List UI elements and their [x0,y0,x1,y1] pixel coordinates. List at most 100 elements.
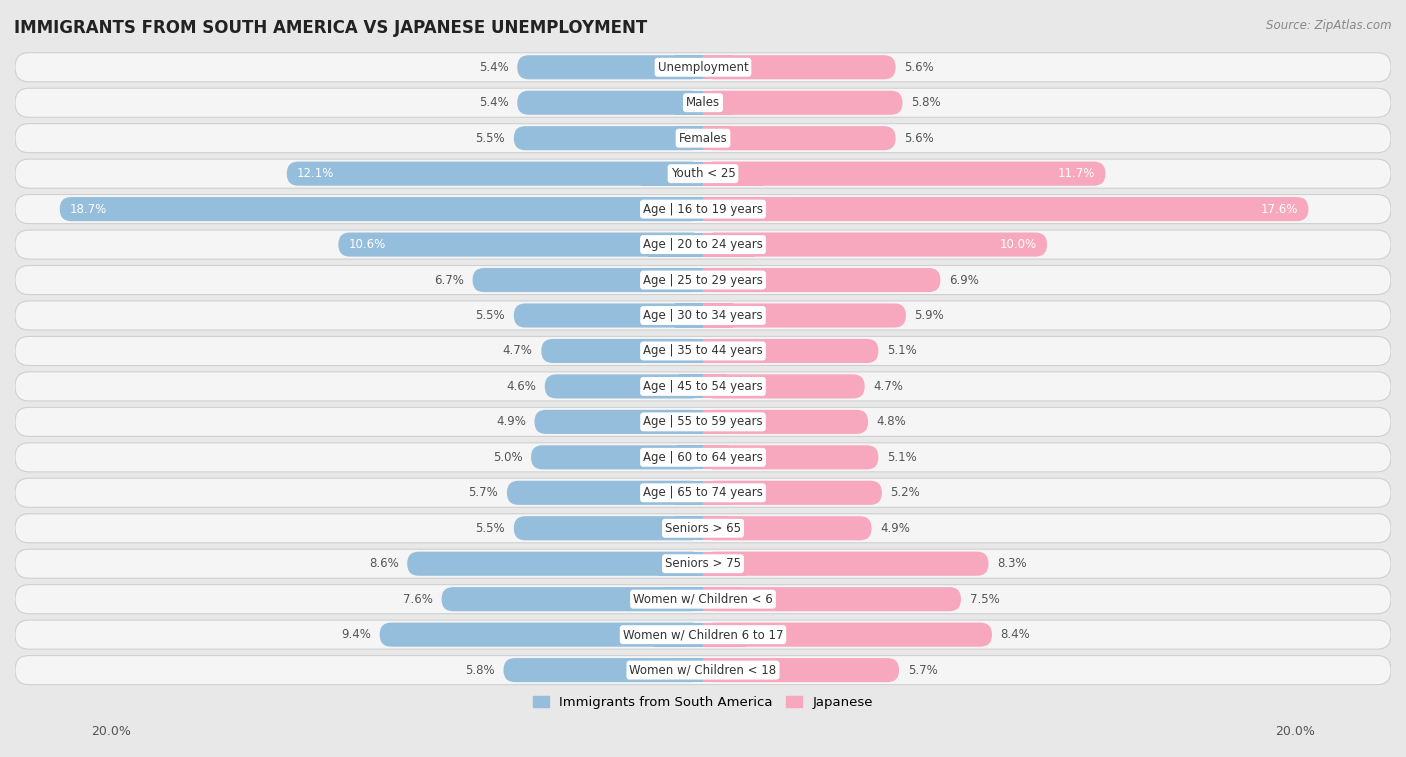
Text: Age | 25 to 29 years: Age | 25 to 29 years [643,273,763,287]
Bar [703,622,747,646]
FancyBboxPatch shape [703,91,903,115]
Bar [703,410,728,434]
Bar [703,375,727,398]
Bar [668,268,703,292]
FancyBboxPatch shape [441,587,703,611]
Text: 10.0%: 10.0% [1000,238,1036,251]
Bar [664,587,703,611]
FancyBboxPatch shape [703,268,941,292]
Text: Seniors > 65: Seniors > 65 [665,522,741,534]
FancyBboxPatch shape [15,620,1391,650]
Text: Women w/ Children 6 to 17: Women w/ Children 6 to 17 [623,628,783,641]
Text: Unemployment: Unemployment [658,61,748,73]
Bar [675,126,703,150]
Text: 4.7%: 4.7% [873,380,903,393]
Text: 5.6%: 5.6% [904,61,934,73]
Bar [703,658,733,682]
Text: 7.5%: 7.5% [970,593,1000,606]
Text: 5.5%: 5.5% [475,132,505,145]
Bar [703,55,733,79]
Text: Seniors > 75: Seniors > 75 [665,557,741,570]
Text: 7.6%: 7.6% [404,593,433,606]
FancyBboxPatch shape [15,336,1391,366]
Text: Age | 20 to 24 years: Age | 20 to 24 years [643,238,763,251]
FancyBboxPatch shape [531,445,703,469]
FancyBboxPatch shape [703,410,868,434]
Text: 10.6%: 10.6% [349,238,385,251]
Text: 5.7%: 5.7% [908,664,938,677]
Legend: Immigrants from South America, Japanese: Immigrants from South America, Japanese [527,691,879,715]
FancyBboxPatch shape [703,445,879,469]
FancyBboxPatch shape [15,88,1391,117]
FancyBboxPatch shape [513,516,703,540]
FancyBboxPatch shape [15,266,1391,294]
FancyBboxPatch shape [503,658,703,682]
Bar [673,658,703,682]
FancyBboxPatch shape [703,161,1105,185]
Text: 8.6%: 8.6% [368,557,398,570]
Text: Females: Females [679,132,727,145]
FancyBboxPatch shape [517,55,703,79]
Text: Women w/ Children < 6: Women w/ Children < 6 [633,593,773,606]
Text: Youth < 25: Youth < 25 [671,167,735,180]
Bar [703,232,755,257]
Text: 20.0%: 20.0% [1275,725,1315,738]
FancyBboxPatch shape [703,516,872,540]
FancyBboxPatch shape [517,91,703,115]
Text: 5.1%: 5.1% [887,344,917,357]
Text: 11.7%: 11.7% [1057,167,1095,180]
FancyBboxPatch shape [15,195,1391,223]
Text: 5.4%: 5.4% [479,96,509,109]
Text: Source: ZipAtlas.com: Source: ZipAtlas.com [1267,19,1392,32]
Bar [678,445,703,469]
FancyBboxPatch shape [508,481,703,505]
Text: Age | 45 to 54 years: Age | 45 to 54 years [643,380,763,393]
Bar [648,232,703,257]
Text: 12.1%: 12.1% [297,167,335,180]
Text: 4.8%: 4.8% [877,416,907,428]
FancyBboxPatch shape [703,126,896,150]
FancyBboxPatch shape [408,552,703,576]
FancyBboxPatch shape [339,232,703,257]
FancyBboxPatch shape [703,552,988,576]
FancyBboxPatch shape [15,301,1391,330]
Text: 4.7%: 4.7% [503,344,533,357]
Bar [675,55,703,79]
Bar [703,552,745,576]
FancyBboxPatch shape [703,197,1309,221]
Text: 5.4%: 5.4% [479,61,509,73]
Bar [703,197,794,221]
Bar [703,304,734,328]
FancyBboxPatch shape [703,481,882,505]
FancyBboxPatch shape [15,549,1391,578]
Text: 5.0%: 5.0% [492,451,523,464]
FancyBboxPatch shape [15,159,1391,188]
Text: 5.5%: 5.5% [475,522,505,534]
FancyBboxPatch shape [472,268,703,292]
FancyBboxPatch shape [59,197,703,221]
Text: 8.3%: 8.3% [997,557,1026,570]
Bar [679,375,703,398]
Text: 5.8%: 5.8% [911,96,941,109]
FancyBboxPatch shape [703,587,960,611]
FancyBboxPatch shape [15,584,1391,614]
FancyBboxPatch shape [15,53,1391,82]
FancyBboxPatch shape [703,55,896,79]
Bar [703,339,730,363]
Text: 4.9%: 4.9% [880,522,910,534]
Bar [703,268,738,292]
FancyBboxPatch shape [513,126,703,150]
Text: 5.9%: 5.9% [914,309,945,322]
FancyBboxPatch shape [513,304,703,328]
Text: Women w/ Children < 18: Women w/ Children < 18 [630,664,776,677]
FancyBboxPatch shape [541,339,703,363]
FancyBboxPatch shape [703,304,905,328]
Bar [606,197,703,221]
Text: 18.7%: 18.7% [70,203,107,216]
Bar [641,161,703,185]
FancyBboxPatch shape [534,410,703,434]
FancyBboxPatch shape [15,372,1391,401]
FancyBboxPatch shape [703,232,1047,257]
Bar [703,516,728,540]
Text: 5.6%: 5.6% [904,132,934,145]
